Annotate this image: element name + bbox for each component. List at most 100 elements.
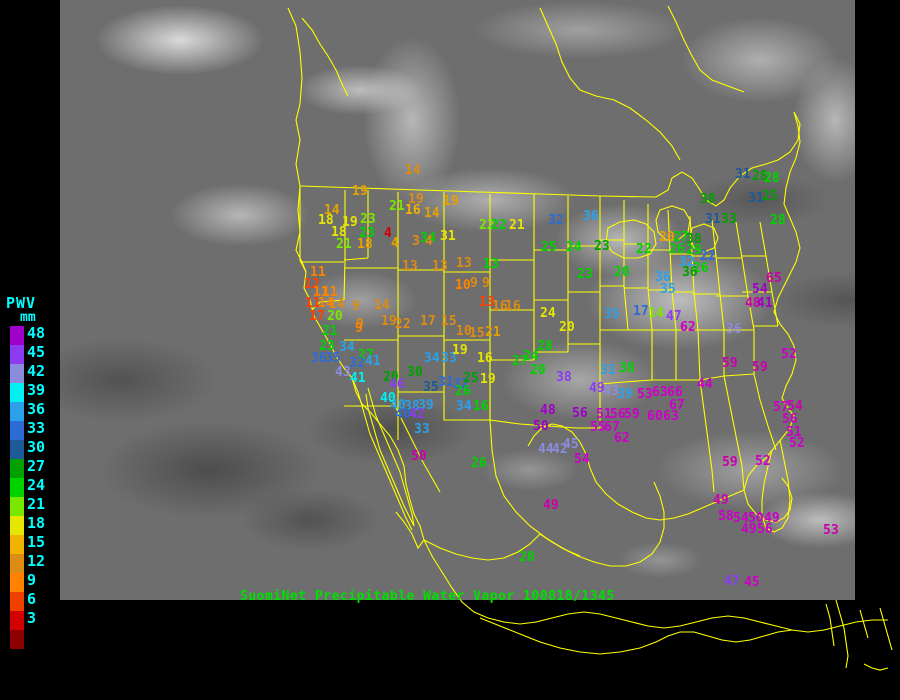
station-value: 13 [456,256,472,271]
station-value: 14 [424,206,440,221]
station-value: 57 [773,400,789,415]
colorbar-swatch: 12 [10,553,45,573]
station-value: 14 [318,296,334,311]
station-value: 21 [509,218,525,233]
colorbar-tick-label: 27 [27,457,46,475]
station-value: 24 [540,306,556,321]
station-value: 32 [453,377,469,392]
station-value: 56 [782,412,798,427]
station-value: 20 [327,309,343,324]
colorbar-swatch: 33 [10,420,45,440]
station-value: 54 [787,399,803,414]
colorbar-swatch: 3 [10,610,36,630]
station-value: 19 [381,314,397,329]
station-value: 46 [389,377,405,392]
station-value: 40 [380,391,396,406]
station-value: 11 [305,296,321,311]
station-value: 34 [339,340,355,355]
station-value: 9 [355,321,363,336]
station-value: 47 [666,309,682,324]
colorbar-swatch: 27 [10,458,45,478]
station-value: 13 [402,259,418,274]
colorbar-swatch: 30 [10,439,45,459]
station-value: 23 [360,212,376,227]
station-value: 50 [533,419,549,434]
colorbar-tick-label: 18 [27,514,46,532]
station-value: 30 [700,192,716,207]
station-value: 45 [744,575,760,590]
station-value: 27 [512,354,528,369]
station-value: 54 [574,452,590,467]
station-value: 26 [693,261,709,276]
colorbar-swatch: 48 [10,325,45,345]
station-value: 20 [659,230,675,245]
station-value: 59 [752,360,768,375]
station-value: 44 [697,377,713,392]
colorbar-tick-label: 15 [27,533,46,551]
station-value: 9 [356,317,364,332]
station-value: 17 [633,304,649,319]
colorbar-swatch: 18 [10,515,45,535]
station-value: 26 [455,384,471,399]
station-value: 35 [660,282,676,297]
station-value: 32 [349,356,365,371]
colorbar-tick-label: 24 [27,476,46,494]
station-value: 11 [313,285,329,300]
colorbar-swatch: 42 [10,363,45,383]
station-value: 33 [721,212,737,227]
station-value: 35 [325,351,341,366]
station-value: 43 [603,384,619,399]
station-value: 67 [669,398,685,413]
colorbar-tick-label: 39 [27,381,46,399]
station-value: 23 [319,339,335,354]
station-value: 23 [577,267,593,282]
station-value: 59 [722,455,738,470]
station-value: 24 [523,349,539,364]
station-value: 47 [724,574,740,589]
station-value: 16 [505,299,521,314]
legend-title: PWV [6,294,37,312]
station-value: 16 [405,203,421,218]
station-value: 26 [669,242,685,257]
colorbar-swatch [10,630,24,649]
station-value: 49 [713,493,729,508]
station-value: 31 [735,167,751,182]
station-value: 20 [614,265,630,280]
station-value: 16 [477,351,493,366]
station-value: 28 [764,171,780,186]
station-value: 11 [310,265,326,280]
station-value: 31 [748,191,764,206]
colorbar-tick-label: 21 [27,495,46,513]
station-value: 34 [420,231,436,246]
station-value: 53 [637,387,653,402]
station-value: 51 [596,407,612,422]
station-value: 36 [655,270,671,285]
station-value: 9 [482,276,490,291]
station-value: 19 [443,194,459,209]
station-value: 30 [407,365,423,380]
product-title: SuomiNet Precipitable Water Vapor 100818… [240,589,615,604]
station-value: 22 [479,218,495,233]
station-value: 14 [374,298,390,313]
station-value: 25 [762,189,778,204]
station-value: 41 [757,296,773,311]
station-value: 19 [452,343,468,358]
station-value: 62 [680,320,696,335]
station-value: 21 [322,324,338,339]
station-value: 65 [766,271,782,286]
station-value: 38 [404,399,420,414]
colorbar-tick-label: 36 [27,400,46,418]
station-value: 39 [418,398,434,413]
station-value: 48 [540,403,556,418]
station-value: 36 [726,322,742,337]
station-value: 66 [667,385,683,400]
station-value: 42 [552,442,568,457]
station-value: 32 [548,213,564,228]
station-value: 14 [405,163,421,178]
station-value: 36 [583,209,599,224]
station-value: 49 [764,511,780,526]
pwv-colorbar-legend: PWV mm 48 45 42 39 36 33 30 27 24 21 18 15 12 9 6 3 [0,296,60,649]
station-value: 38 [686,232,702,247]
station-value: 26 [471,456,487,471]
